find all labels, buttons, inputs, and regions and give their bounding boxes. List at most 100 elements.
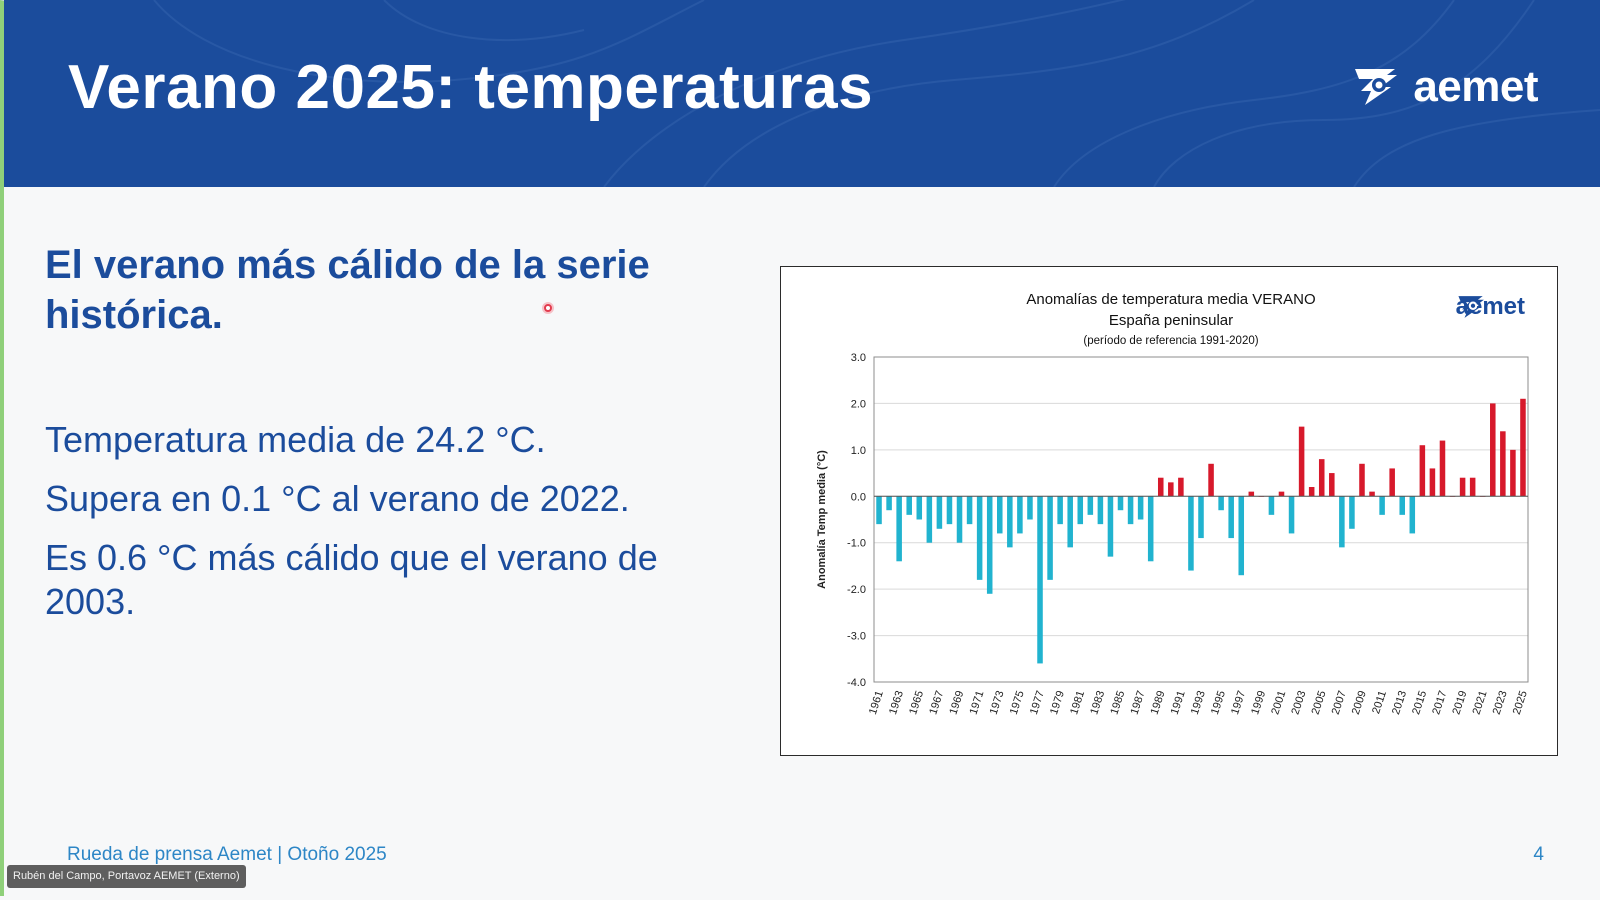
bar [1419,445,1426,497]
bar [1137,496,1144,520]
y-tick-label: -2.0 [847,584,866,596]
page-number: 4 [1533,844,1544,865]
x-tick-label: 2003 [1289,689,1308,716]
bar [1157,477,1164,497]
x-tick-label: 1973 [988,689,1007,716]
x-tick-label: 2001 [1269,689,1288,716]
x-tick-label: 1963 [887,689,906,716]
facts-list: Temperatura media de 24.2 °C. Supera en … [45,418,745,639]
x-tick-label: 1979 [1048,689,1067,716]
x-tick-label: 1961 [867,689,886,716]
bar [1208,463,1214,497]
bar [1409,496,1416,534]
y-axis-label: Anomalía Temp media (°C) [816,450,828,589]
y-tick-label: 2.0 [851,398,866,410]
x-tick-label: 2017 [1430,689,1449,716]
bar [1238,496,1245,576]
chart-aemet-logo: aemet [1456,293,1525,321]
fact-mean-temperature: Temperatura media de 24.2 °C. [45,419,546,460]
bar [896,496,902,562]
slide-subheading: El verano más cálido de la serie históri… [45,243,650,337]
x-tick-label: 1997 [1229,689,1248,716]
slide-header: Verano 2025: temperaturas aemet [4,0,1600,187]
bar [956,496,963,543]
header-contour-decoration [153,0,1600,187]
x-tick-label: 2021 [1471,689,1490,716]
slide-footer: Rueda de prensa Aemet | Otoño 2025 [67,844,387,865]
logo-wordmark: aemet [1413,62,1538,111]
chart-title: Anomalías de temperatura media VERANO [1026,291,1316,308]
bar [1369,491,1375,497]
x-tick-label: 1967 [927,689,946,716]
bar [906,496,912,515]
bar [1248,491,1255,497]
bar [1117,496,1124,511]
bar [1127,496,1134,525]
speaker-name-tag: Rubén del Campo, Portavoz AEMET (Externo… [7,865,246,888]
bar [1308,487,1315,497]
x-tick-label: 1995 [1209,689,1228,716]
bar [1520,398,1526,497]
bar [1298,426,1305,497]
x-tick-label: 1989 [1149,689,1168,716]
fact-vs-2003: Es 0.6 °C más cálido que el verano de 20… [45,537,658,622]
bar [1429,468,1436,497]
bar [1057,496,1063,525]
x-tick-label: 1985 [1108,689,1127,716]
x-tick-label: 1965 [907,689,926,716]
bar [1228,496,1234,539]
y-tick-label: -4.0 [847,677,866,689]
bar [936,496,943,529]
bar [1459,477,1466,497]
bar [986,496,993,594]
bar [1399,496,1405,515]
bar [1027,496,1033,520]
bar [997,496,1003,534]
x-tick-label: 1969 [947,689,966,716]
bar [1278,491,1285,497]
x-tick-label: 1971 [968,689,987,716]
bar [1147,496,1154,562]
bar [1329,473,1335,497]
bar [1107,496,1114,557]
chart-subtitle: España peninsular [1108,312,1234,329]
bar [976,496,983,580]
bar [1077,496,1084,525]
chart-reference-period: (período de referencia 1991-2020) [1083,335,1259,347]
bar [1379,496,1385,515]
bar [1007,496,1013,548]
plot-area-border [873,356,1529,683]
y-tick-label: 0.0 [851,491,866,503]
pointer-cursor-icon [542,302,554,314]
bar [886,496,892,511]
x-tick-label: 2023 [1491,689,1510,716]
bar [1178,477,1184,497]
y-tick-label: 1.0 [851,445,866,457]
chart-title-block: Anomalías de temperatura media VERANO Es… [781,289,1561,352]
bar [1510,449,1516,497]
x-tick-label: 2005 [1310,689,1329,716]
bar [1037,496,1043,664]
aemet-swirl-icon [1355,69,1398,105]
bar [1218,496,1224,511]
bar [1490,403,1496,497]
x-tick-label: 2013 [1390,689,1409,716]
bar [1017,496,1023,534]
bar [1087,496,1094,515]
x-tick-label: 2019 [1450,689,1469,716]
bar [946,496,953,525]
x-tick-label: 1981 [1068,689,1087,716]
bar [966,496,973,525]
bar [1339,496,1345,548]
x-tick-label: 1987 [1129,689,1148,716]
page-title: Verano 2025: temperaturas [68,53,874,122]
bar [1469,477,1476,497]
y-tick-label: -3.0 [847,631,866,643]
bar [876,496,882,525]
bar [1389,468,1395,497]
x-tick-label: 2007 [1330,689,1349,716]
x-tick-label: 1993 [1189,689,1208,716]
bar [1439,440,1446,497]
bar [1198,496,1204,539]
